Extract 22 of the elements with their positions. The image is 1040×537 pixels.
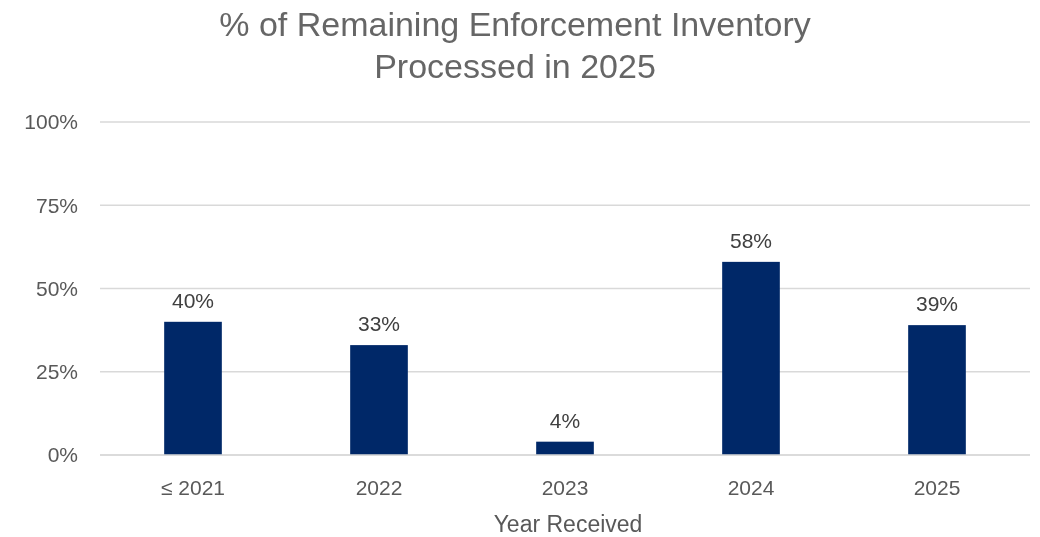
y-tick-label: 50% xyxy=(35,276,78,300)
x-tick-label: 2023 xyxy=(541,476,589,499)
x-tick-label: 2022 xyxy=(355,476,403,499)
data-label: 39% xyxy=(915,292,959,316)
data-label: 4% xyxy=(549,408,581,432)
chart-title: % of Remaining Enforcement Inventory Processed in 2025 xyxy=(219,5,811,85)
y-tick-label: 25% xyxy=(35,360,78,384)
bar xyxy=(164,321,222,455)
data-label: 33% xyxy=(357,312,401,336)
bar xyxy=(536,441,594,455)
y-tick-label: 100% xyxy=(24,110,78,134)
x-tick-label: ≤ 2021 xyxy=(160,476,226,499)
x-tick-label: 2024 xyxy=(727,476,775,499)
data-label: 58% xyxy=(729,228,773,252)
bar xyxy=(908,325,966,455)
y-tick-label: 75% xyxy=(35,193,78,217)
bar xyxy=(350,345,408,455)
data-label: 40% xyxy=(171,288,215,312)
y-tick-label: 0% xyxy=(47,443,78,467)
x-axis-title: Year Received xyxy=(493,511,643,537)
x-tick-label: 2025 xyxy=(913,476,961,499)
bar xyxy=(722,261,780,455)
